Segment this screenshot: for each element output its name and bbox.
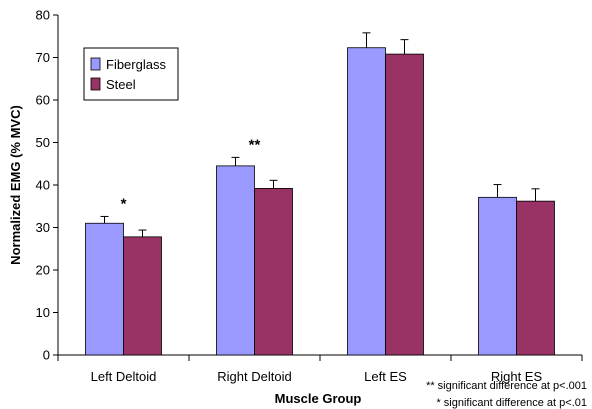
- bar-steel: [123, 236, 162, 356]
- y-tick-label: 0: [43, 348, 50, 363]
- x-tick-label: Left Deltoid: [91, 369, 157, 384]
- y-tick-label: 10: [36, 305, 50, 320]
- x-axis-title: Muscle Group: [275, 391, 362, 406]
- legend-box: [83, 47, 179, 101]
- bar-steel: [516, 200, 555, 356]
- y-tick-label: 40: [36, 178, 50, 193]
- legend-swatch-fiberglass: [90, 57, 101, 71]
- y-tick-label: 50: [36, 135, 50, 150]
- y-tick-label: 20: [36, 263, 50, 278]
- legend-label-fiberglass: Fiberglass: [106, 57, 166, 72]
- bar-fiberglass: [85, 222, 124, 356]
- x-tick-label: Right ES: [491, 369, 543, 384]
- bar-steel: [254, 187, 293, 356]
- significance-note-p01: * significant difference at p<.01: [436, 397, 587, 409]
- x-tick-label: Right Deltoid: [217, 369, 291, 384]
- legend-label-steel: Steel: [106, 77, 136, 92]
- y-tick-label: 60: [36, 93, 50, 108]
- significance-note-p001: ** significant difference at p<.001: [426, 380, 587, 392]
- y-axis-title: Normalized EMG (% MVC): [8, 105, 23, 265]
- y-tick-label: 70: [36, 50, 50, 65]
- bar-fiberglass: [478, 196, 517, 356]
- bar-steel: [385, 53, 424, 356]
- bar-fiberglass: [216, 165, 255, 356]
- x-tick-label: Left ES: [364, 369, 407, 384]
- significance-marker: *: [121, 195, 127, 212]
- bar-fiberglass: [347, 47, 386, 356]
- y-tick-label: 30: [36, 220, 50, 235]
- y-tick-label: 80: [36, 8, 50, 23]
- significance-marker: **: [249, 136, 261, 153]
- legend-swatch-steel: [90, 77, 101, 91]
